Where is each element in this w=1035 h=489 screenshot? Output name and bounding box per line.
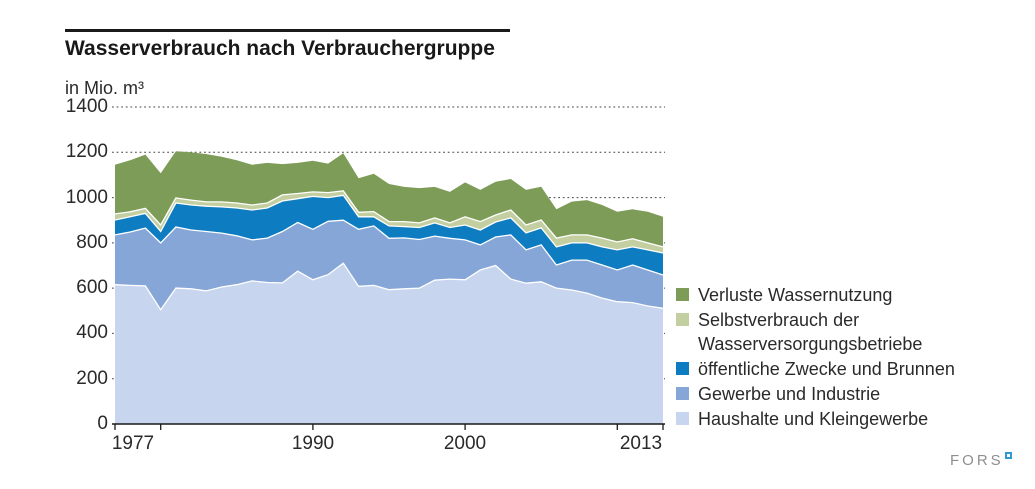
legend-item-gewerbe: Gewerbe und Industrie bbox=[676, 382, 976, 406]
legend-label: Gewerbe und Industrie bbox=[698, 384, 881, 404]
legend-label: Selbstverbrauch der Wasserversorgungsbet… bbox=[698, 310, 923, 354]
legend-label: Verluste Wassernutzung bbox=[698, 285, 893, 305]
series-boundary-3 bbox=[114, 190, 664, 248]
legend-swatch-verluste-icon bbox=[676, 288, 689, 301]
legend-swatch-haushalte-icon bbox=[676, 412, 689, 425]
series-boundary-0 bbox=[114, 262, 664, 311]
legend-label: öffentliche Zwecke und Brunnen bbox=[698, 359, 955, 379]
x-axis-tick-label: 2013 bbox=[619, 433, 663, 454]
y-axis-tick-label: 800 bbox=[76, 232, 108, 253]
legend-item-selbstverbrauch: Selbstverbrauch der Wasserversorgungsbet… bbox=[676, 308, 976, 356]
y-axis-tick-label: 1400 bbox=[65, 96, 108, 117]
area-gewerbe bbox=[115, 220, 663, 310]
fors-logo: FORS bbox=[950, 452, 1012, 470]
legend-swatch-oeffentliche-icon bbox=[676, 362, 689, 375]
x-axis-tick-label: 1990 bbox=[291, 433, 335, 454]
y-axis-tick-label: 600 bbox=[76, 277, 108, 298]
y-axis-tick-label: 400 bbox=[76, 322, 108, 343]
legend: Verluste Wassernutzung Selbstverbrauch d… bbox=[676, 283, 976, 432]
y-axis-tick-label: 1000 bbox=[65, 187, 108, 208]
legend-swatch-selbstverbrauch-icon bbox=[676, 313, 689, 326]
area-öffentliche bbox=[115, 195, 663, 275]
area-haushalte bbox=[115, 263, 663, 424]
legend-label: Haushalte und Kleingewerbe bbox=[698, 409, 929, 429]
series-boundary-1 bbox=[114, 219, 664, 276]
legend-item-verluste: Verluste Wassernutzung bbox=[676, 283, 976, 307]
y-axis-tick-label: 200 bbox=[76, 368, 108, 389]
series-boundary-2 bbox=[114, 194, 664, 254]
legend-swatch-gewerbe-icon bbox=[676, 387, 689, 400]
fors-logo-text: FORS bbox=[950, 452, 1004, 469]
y-axis-unit-label: in Mio. m³ bbox=[65, 78, 145, 98]
x-axis-tick-label: 2000 bbox=[443, 433, 487, 454]
legend-item-oeffentliche: öffentliche Zwecke und Brunnen bbox=[676, 357, 976, 381]
legend-item-haushalte: Haushalte und Kleingewerbe bbox=[676, 407, 976, 431]
y-axis-tick-label: 1200 bbox=[65, 141, 108, 162]
area-verluste bbox=[115, 151, 663, 247]
fors-logo-mark-icon bbox=[1004, 452, 1012, 459]
page-title: Wasserverbrauch nach Verbrauchergruppe bbox=[65, 37, 495, 60]
title-rule bbox=[65, 29, 510, 32]
x-axis-tick-label: 1977 bbox=[111, 433, 155, 454]
y-axis-tick-label: 0 bbox=[97, 413, 108, 434]
